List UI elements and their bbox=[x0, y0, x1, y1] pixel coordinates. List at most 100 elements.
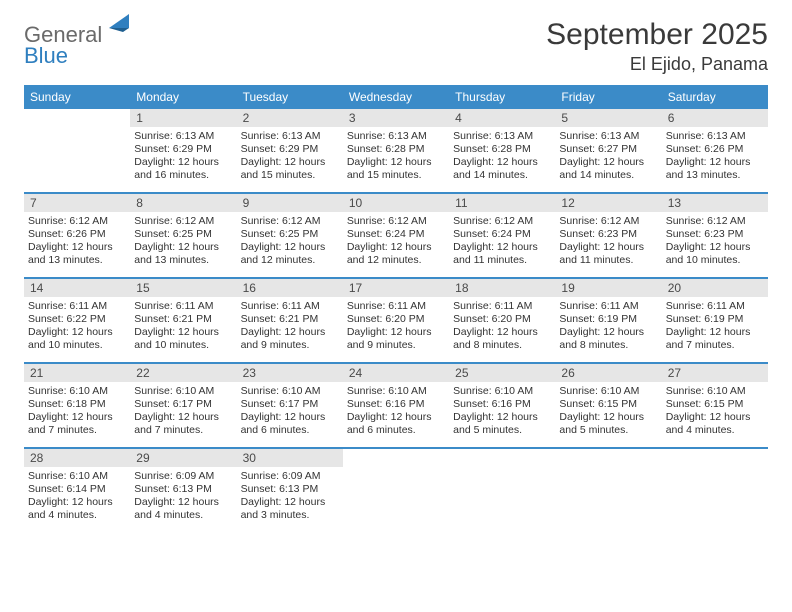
day-line: Sunset: 6:15 PM bbox=[666, 398, 764, 411]
day-line: Sunset: 6:21 PM bbox=[241, 313, 339, 326]
day-line: Daylight: 12 hours bbox=[134, 241, 232, 254]
day-cell: 25Sunrise: 6:10 AMSunset: 6:16 PMDayligh… bbox=[449, 364, 555, 447]
day-cell: 5Sunrise: 6:13 AMSunset: 6:27 PMDaylight… bbox=[555, 109, 661, 192]
day-content: Sunrise: 6:12 AMSunset: 6:24 PMDaylight:… bbox=[343, 212, 449, 271]
day-line: Sunset: 6:13 PM bbox=[134, 483, 232, 496]
day-line: Daylight: 12 hours bbox=[347, 241, 445, 254]
day-line: and 15 minutes. bbox=[347, 169, 445, 182]
day-line: and 4 minutes. bbox=[28, 509, 126, 522]
day-line: Sunset: 6:21 PM bbox=[134, 313, 232, 326]
day-number: 18 bbox=[449, 279, 555, 297]
header: General Blue September 2025 El Ejido, Pa… bbox=[24, 18, 768, 75]
day-line: Sunrise: 6:10 AM bbox=[453, 385, 551, 398]
day-line: and 13 minutes. bbox=[666, 169, 764, 182]
dow-header-cell: Sunday bbox=[24, 85, 130, 109]
day-line: Daylight: 12 hours bbox=[666, 326, 764, 339]
day-line: Sunset: 6:25 PM bbox=[134, 228, 232, 241]
day-content: Sunrise: 6:10 AMSunset: 6:16 PMDaylight:… bbox=[449, 382, 555, 441]
day-cell: 18Sunrise: 6:11 AMSunset: 6:20 PMDayligh… bbox=[449, 279, 555, 362]
day-number: 6 bbox=[662, 109, 768, 127]
day-line: and 9 minutes. bbox=[241, 339, 339, 352]
day-content: Sunrise: 6:13 AMSunset: 6:29 PMDaylight:… bbox=[237, 127, 343, 186]
day-line: Sunrise: 6:10 AM bbox=[134, 385, 232, 398]
day-content: Sunrise: 6:10 AMSunset: 6:14 PMDaylight:… bbox=[24, 467, 130, 526]
day-content: Sunrise: 6:11 AMSunset: 6:19 PMDaylight:… bbox=[662, 297, 768, 356]
day-content: Sunrise: 6:10 AMSunset: 6:15 PMDaylight:… bbox=[555, 382, 661, 441]
day-line: Daylight: 12 hours bbox=[28, 496, 126, 509]
day-content: Sunrise: 6:11 AMSunset: 6:21 PMDaylight:… bbox=[237, 297, 343, 356]
day-line: Sunset: 6:26 PM bbox=[28, 228, 126, 241]
day-line: and 10 minutes. bbox=[666, 254, 764, 267]
day-line: Daylight: 12 hours bbox=[241, 156, 339, 169]
day-number: 9 bbox=[237, 194, 343, 212]
week-row: 21Sunrise: 6:10 AMSunset: 6:18 PMDayligh… bbox=[24, 364, 768, 449]
logo-triangle-icon bbox=[109, 14, 135, 32]
day-line: Daylight: 12 hours bbox=[453, 411, 551, 424]
day-cell: 2Sunrise: 6:13 AMSunset: 6:29 PMDaylight… bbox=[237, 109, 343, 192]
day-cell: 21Sunrise: 6:10 AMSunset: 6:18 PMDayligh… bbox=[24, 364, 130, 447]
location: El Ejido, Panama bbox=[546, 54, 768, 75]
day-line: Daylight: 12 hours bbox=[559, 156, 657, 169]
day-line: Sunrise: 6:11 AM bbox=[453, 300, 551, 313]
day-line: Sunrise: 6:11 AM bbox=[28, 300, 126, 313]
day-line: Sunrise: 6:10 AM bbox=[347, 385, 445, 398]
day-line: Sunrise: 6:12 AM bbox=[666, 215, 764, 228]
day-line: Sunrise: 6:13 AM bbox=[453, 130, 551, 143]
day-line: Sunset: 6:24 PM bbox=[347, 228, 445, 241]
day-content: Sunrise: 6:10 AMSunset: 6:17 PMDaylight:… bbox=[237, 382, 343, 441]
day-line: Sunrise: 6:12 AM bbox=[347, 215, 445, 228]
day-line: and 14 minutes. bbox=[559, 169, 657, 182]
day-cell: 14Sunrise: 6:11 AMSunset: 6:22 PMDayligh… bbox=[24, 279, 130, 362]
day-line: and 6 minutes. bbox=[347, 424, 445, 437]
month-title: September 2025 bbox=[546, 18, 768, 52]
day-number: 13 bbox=[662, 194, 768, 212]
day-line: Daylight: 12 hours bbox=[453, 156, 551, 169]
day-cell: 4Sunrise: 6:13 AMSunset: 6:28 PMDaylight… bbox=[449, 109, 555, 192]
day-number: 30 bbox=[237, 449, 343, 467]
day-line: and 13 minutes. bbox=[28, 254, 126, 267]
day-line: Sunset: 6:23 PM bbox=[666, 228, 764, 241]
day-line: Sunset: 6:15 PM bbox=[559, 398, 657, 411]
day-line: Sunrise: 6:13 AM bbox=[347, 130, 445, 143]
day-line: Sunset: 6:22 PM bbox=[28, 313, 126, 326]
day-line: Sunset: 6:29 PM bbox=[241, 143, 339, 156]
day-line: Sunrise: 6:10 AM bbox=[666, 385, 764, 398]
day-line: Sunrise: 6:13 AM bbox=[241, 130, 339, 143]
dow-header-cell: Saturday bbox=[662, 85, 768, 109]
day-line: Sunset: 6:14 PM bbox=[28, 483, 126, 496]
day-line: Sunset: 6:19 PM bbox=[559, 313, 657, 326]
day-line: Sunrise: 6:11 AM bbox=[559, 300, 657, 313]
day-cell: 8Sunrise: 6:12 AMSunset: 6:25 PMDaylight… bbox=[130, 194, 236, 277]
day-line: and 3 minutes. bbox=[241, 509, 339, 522]
day-line: and 12 minutes. bbox=[241, 254, 339, 267]
day-cell: 23Sunrise: 6:10 AMSunset: 6:17 PMDayligh… bbox=[237, 364, 343, 447]
dow-header-cell: Friday bbox=[555, 85, 661, 109]
day-number: 22 bbox=[130, 364, 236, 382]
day-line: and 7 minutes. bbox=[134, 424, 232, 437]
day-line: and 7 minutes. bbox=[28, 424, 126, 437]
day-number: 4 bbox=[449, 109, 555, 127]
day-number: 20 bbox=[662, 279, 768, 297]
day-cell bbox=[555, 449, 661, 532]
day-line: Sunrise: 6:11 AM bbox=[241, 300, 339, 313]
day-content: Sunrise: 6:10 AMSunset: 6:16 PMDaylight:… bbox=[343, 382, 449, 441]
day-cell: 7Sunrise: 6:12 AMSunset: 6:26 PMDaylight… bbox=[24, 194, 130, 277]
day-content: Sunrise: 6:12 AMSunset: 6:24 PMDaylight:… bbox=[449, 212, 555, 271]
day-line: Daylight: 12 hours bbox=[28, 411, 126, 424]
day-line: and 11 minutes. bbox=[559, 254, 657, 267]
day-line: Daylight: 12 hours bbox=[241, 411, 339, 424]
day-number: 27 bbox=[662, 364, 768, 382]
day-line: Sunset: 6:13 PM bbox=[241, 483, 339, 496]
day-content: Sunrise: 6:11 AMSunset: 6:20 PMDaylight:… bbox=[449, 297, 555, 356]
day-cell: 10Sunrise: 6:12 AMSunset: 6:24 PMDayligh… bbox=[343, 194, 449, 277]
brand-part2: Blue bbox=[24, 45, 135, 67]
day-line: Daylight: 12 hours bbox=[134, 156, 232, 169]
day-line: and 14 minutes. bbox=[453, 169, 551, 182]
day-line: and 5 minutes. bbox=[559, 424, 657, 437]
day-line: and 10 minutes. bbox=[28, 339, 126, 352]
day-line: Sunrise: 6:11 AM bbox=[134, 300, 232, 313]
day-line: Sunrise: 6:12 AM bbox=[559, 215, 657, 228]
day-line: Daylight: 12 hours bbox=[347, 411, 445, 424]
day-line: Daylight: 12 hours bbox=[453, 326, 551, 339]
day-content: Sunrise: 6:11 AMSunset: 6:19 PMDaylight:… bbox=[555, 297, 661, 356]
